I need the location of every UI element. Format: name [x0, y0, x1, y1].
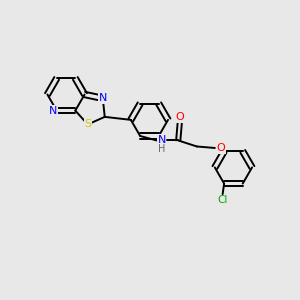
Text: O: O: [217, 143, 225, 153]
Text: N: N: [158, 135, 166, 145]
Text: S: S: [84, 119, 91, 129]
Text: H: H: [158, 144, 165, 154]
Text: N: N: [49, 106, 57, 116]
Text: Cl: Cl: [218, 195, 228, 205]
Text: O: O: [176, 112, 184, 122]
Text: N: N: [99, 93, 107, 103]
